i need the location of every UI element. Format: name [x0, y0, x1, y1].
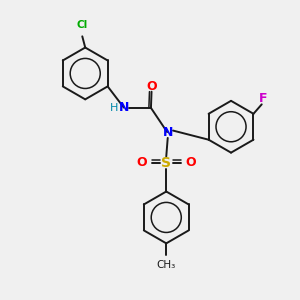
Text: O: O: [136, 156, 147, 169]
Text: CH₃: CH₃: [157, 260, 176, 269]
Text: F: F: [259, 92, 267, 105]
Text: O: O: [146, 80, 157, 93]
Text: Cl: Cl: [77, 20, 88, 31]
Text: O: O: [185, 156, 196, 169]
Text: N: N: [119, 101, 130, 114]
Text: H: H: [110, 103, 118, 113]
Text: N: N: [163, 125, 173, 139]
Text: S: S: [161, 156, 171, 170]
